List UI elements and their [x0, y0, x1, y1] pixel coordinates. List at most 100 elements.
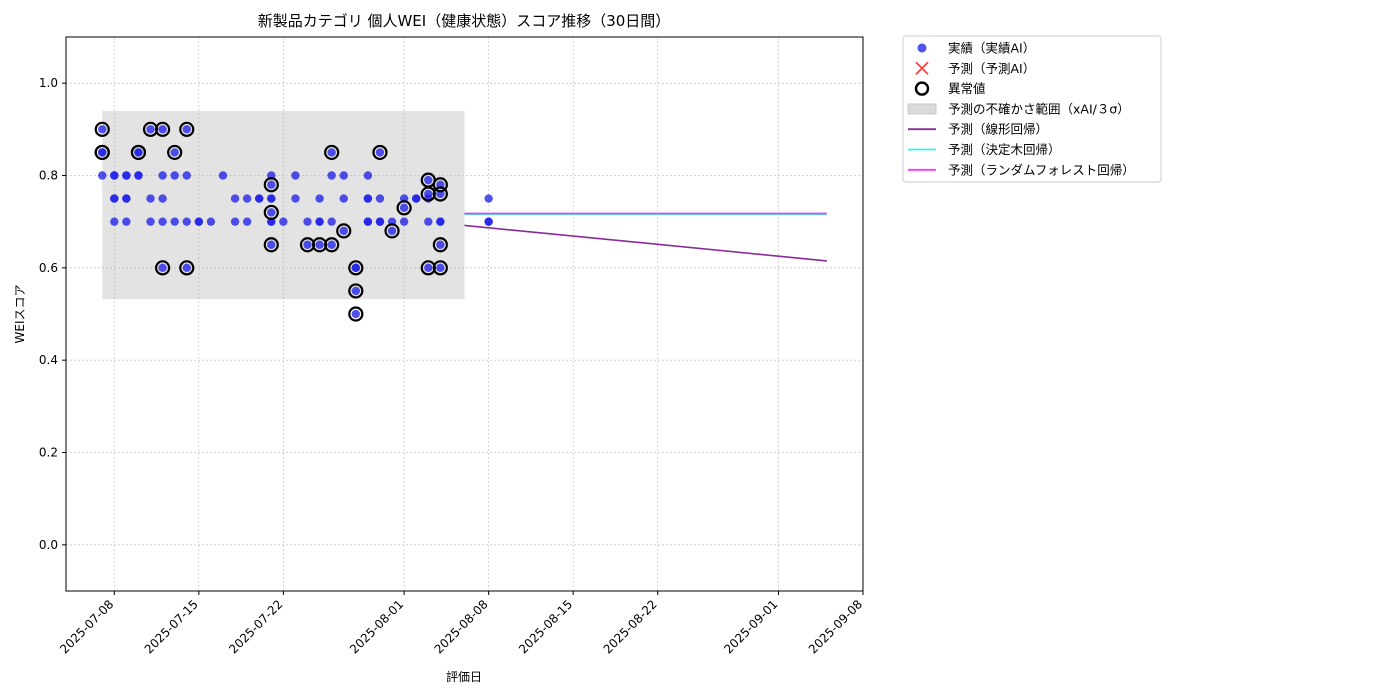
legend-label-band: 予測の不確かさ範囲（xAI/３σ）: [948, 101, 1130, 116]
anomaly-ring: [155, 260, 171, 276]
anomaly-ring: [432, 186, 448, 202]
x-axis-label: 評価日: [446, 669, 482, 684]
actual-point: [110, 217, 119, 226]
actual-point: [436, 217, 445, 226]
actual-point: [134, 148, 143, 157]
actual-point: [122, 171, 131, 180]
actual-point: [339, 194, 348, 203]
actual-point: [436, 263, 445, 273]
actual-point: [375, 217, 385, 226]
actual-point: [291, 171, 300, 180]
x-tick-label: 2025-07-08: [57, 597, 116, 656]
legend-label-actual: 実績（実績AI）: [948, 41, 1035, 56]
anomaly-ring: [324, 144, 340, 161]
legend-marker-predicted: [915, 61, 929, 75]
actual-point: [399, 203, 409, 213]
y-tick-label: 0.6: [39, 261, 58, 275]
x-tick-label: 2025-07-22: [226, 597, 285, 656]
plot-area: 0.0 0.2 0.4 0.6 0.8 1.0 2025-07-08 2025-07-15 20…: [39, 36, 865, 656]
anomaly-ring: [432, 177, 448, 193]
x-tick-label: 2025-08-08: [432, 597, 491, 656]
y-tick-label: 0.0: [39, 538, 58, 552]
actual-point: [424, 263, 433, 273]
actual-point: [110, 171, 119, 180]
actual-point: [267, 240, 276, 249]
actual-point: [206, 217, 216, 226]
actual-point: [158, 263, 167, 273]
actual-point: [327, 171, 336, 180]
y-axis-label: WEIスコア: [13, 285, 27, 344]
actual-point: [387, 226, 397, 236]
actual-point: [242, 194, 252, 203]
actual-point: [351, 309, 361, 319]
actual-point: [339, 226, 348, 236]
actual-point: [146, 125, 155, 134]
actual-point: [134, 171, 143, 180]
actual-point: [424, 217, 433, 226]
x-tick-label: 2025-09-01: [721, 597, 780, 656]
actual-point: [363, 217, 373, 226]
anomaly-ring: [324, 237, 340, 253]
actual-point: [170, 217, 179, 226]
anomaly-ring: [167, 144, 183, 161]
anomaly-ring: [348, 283, 364, 299]
actual-point: [182, 125, 191, 134]
y-tick-label: 0.8: [39, 169, 58, 183]
actual-point: [351, 286, 361, 296]
anomaly-ring: [179, 260, 195, 276]
legend-marker-anomaly: [914, 81, 930, 96]
legend-marker-actual: [917, 43, 927, 53]
actual-point: [182, 217, 191, 226]
anomaly-ring: [432, 237, 448, 253]
anomaly-ring: [384, 223, 400, 239]
actual-point: [146, 217, 155, 226]
actual-point: [327, 217, 336, 226]
actual-point: [351, 263, 361, 273]
x-tick-label: 2025-08-22: [601, 597, 660, 656]
y-tick-label: 0.4: [39, 353, 58, 367]
actual-point: [110, 194, 119, 203]
actual-point: [267, 194, 276, 203]
actual-point: [315, 194, 324, 203]
legend-label-anomaly: 異常値: [948, 81, 986, 96]
x-tick-label: 2025-09-08: [806, 597, 865, 656]
actual-point: [436, 240, 445, 249]
legend-label-linear: 予測（線形回帰）: [948, 122, 1048, 137]
y-tick-label: 1.0: [39, 76, 58, 90]
actual-point: [375, 194, 385, 203]
anomaly-ring: [94, 121, 110, 137]
legend-box: [902, 35, 1162, 183]
actual-point: [230, 217, 240, 226]
actual-point: [375, 148, 385, 157]
actual-point: [399, 217, 409, 226]
anomaly-ring: [263, 204, 279, 221]
actual-point: [170, 148, 179, 157]
actual-point: [303, 217, 312, 226]
actual-point: [122, 217, 131, 226]
plot-frame: [65, 36, 864, 592]
actual-point: [158, 217, 167, 226]
actual-point: [98, 171, 107, 180]
actual-point: [182, 171, 191, 180]
legend-label-tree: 予測（決定木回帰）: [948, 142, 1061, 157]
actual-point: [158, 171, 167, 180]
anomaly-ring: [94, 144, 110, 161]
actual-point: [411, 194, 421, 203]
linear-regression-line: [464, 224, 827, 262]
anomaly-ring: [263, 177, 279, 193]
actual-point: [146, 194, 155, 203]
anomaly-ring: [336, 223, 352, 239]
actual-point: [170, 171, 179, 180]
actual-point: [363, 171, 373, 180]
actual-point: [484, 194, 493, 203]
anomaly-ring: [432, 260, 448, 276]
actual-point: [230, 194, 240, 203]
legend-label-forest: 予測（ランダムフォレスト回帰）: [948, 162, 1135, 177]
actual-point: [327, 148, 336, 157]
actual-point: [242, 217, 252, 226]
actual-point: [424, 175, 433, 185]
actual-point: [218, 171, 228, 180]
actual-point: [315, 240, 324, 249]
x-tick-label: 2025-08-01: [347, 597, 406, 656]
